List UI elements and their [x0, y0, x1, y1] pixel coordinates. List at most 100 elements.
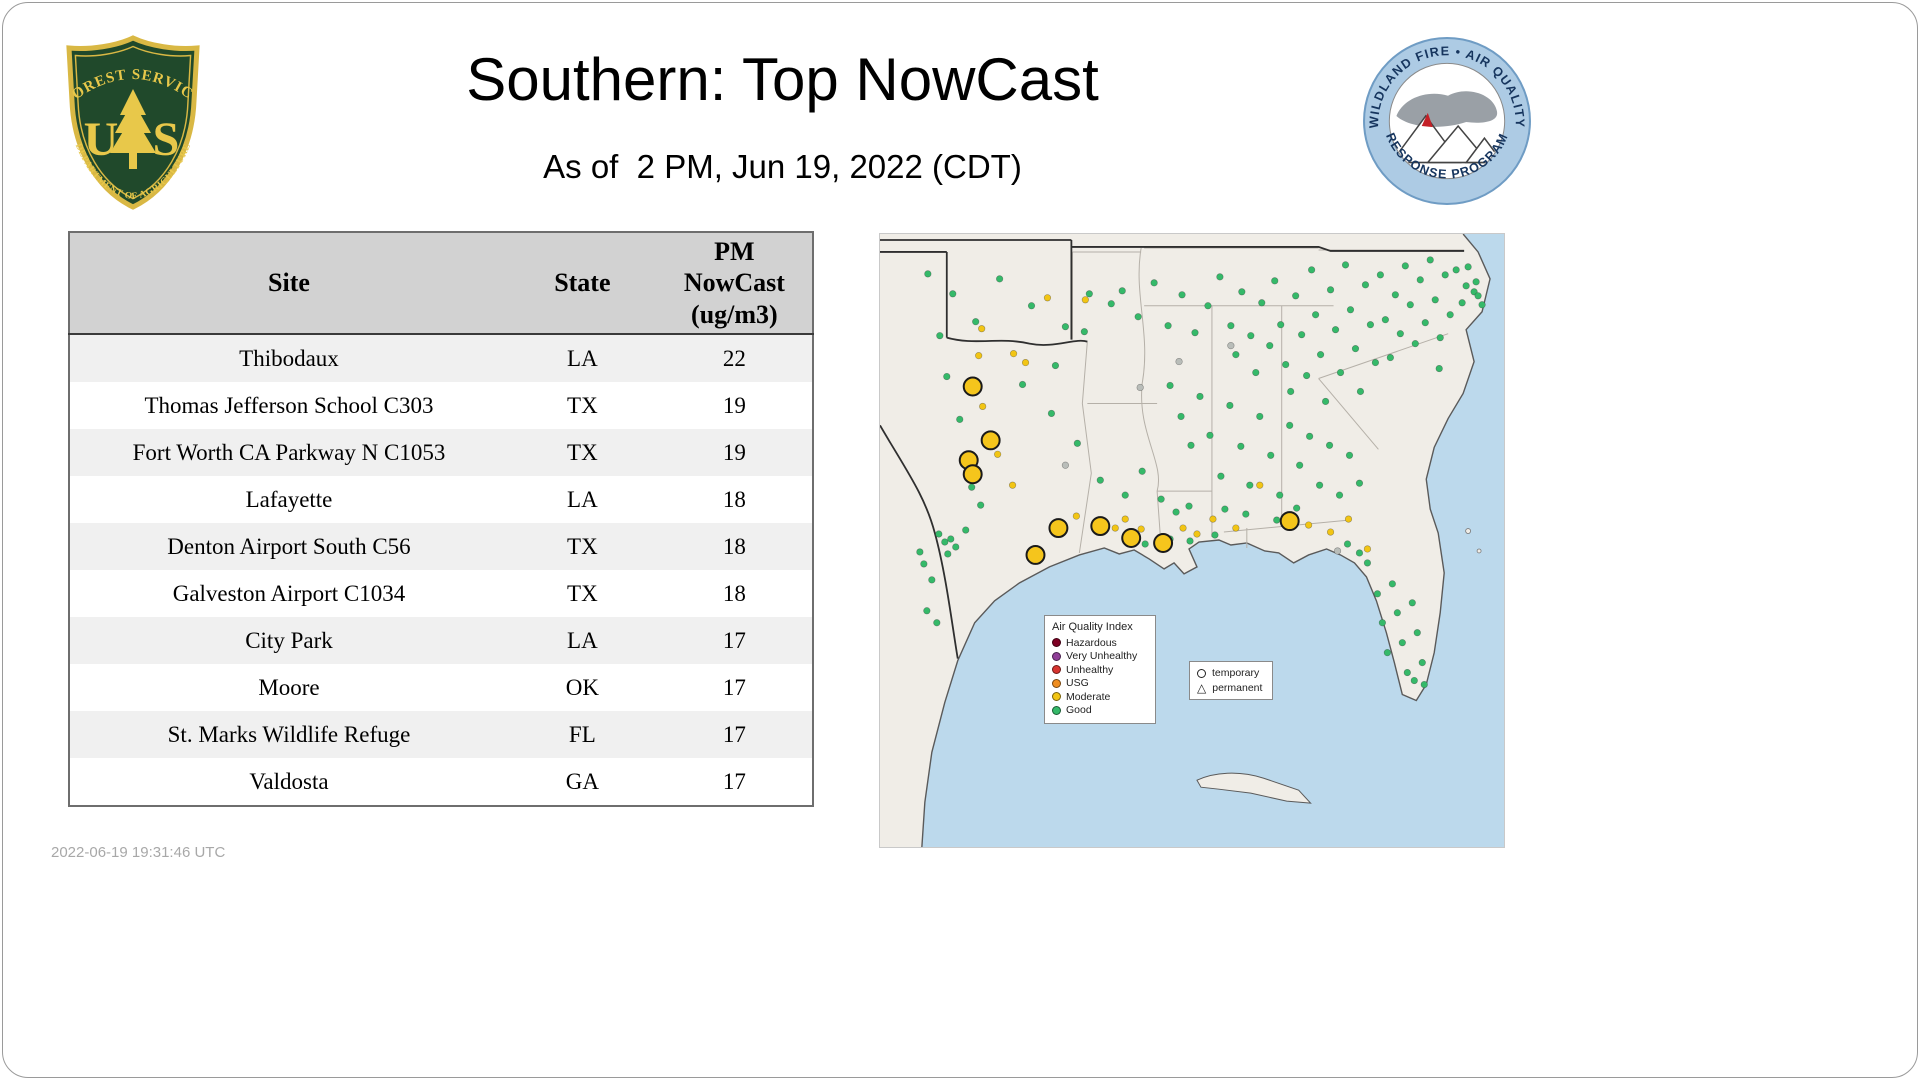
site-marker [1232, 351, 1240, 359]
state-cell: LA [567, 627, 598, 653]
state-cell: OK [565, 674, 599, 700]
legend-label: Moderate [1066, 690, 1111, 703]
site-marker [1271, 277, 1279, 285]
state-cell: LA [567, 486, 598, 512]
site-marker [935, 530, 943, 538]
table-row: Denton Airport South C56 TX 18 [69, 523, 813, 570]
site-marker [1441, 271, 1449, 279]
site-marker [1096, 476, 1104, 484]
legend-item: USG [1052, 677, 1148, 691]
marker-legend: temporary △ permanent [1189, 661, 1273, 700]
site-marker-large [1090, 516, 1111, 537]
site-marker [947, 535, 955, 543]
site-marker [1363, 559, 1372, 567]
page-title: Southern: Top NowCast [466, 46, 1099, 113]
site-marker [1247, 332, 1255, 340]
site-marker [1333, 547, 1342, 555]
site-marker [1252, 368, 1260, 377]
marker-legend-item: △ permanent [1197, 682, 1265, 694]
site-marker [1051, 361, 1060, 370]
site-marker [923, 607, 931, 615]
site-cell: Fort Worth CA Parkway N C1053 [132, 439, 446, 465]
site-marker [1403, 668, 1411, 677]
site-marker [1293, 504, 1301, 512]
site-marker [924, 270, 932, 278]
site-marker [1326, 528, 1335, 536]
site-marker [1346, 306, 1355, 314]
site-cell: Moore [258, 674, 320, 700]
state-cell: FL [568, 721, 596, 747]
site-marker [1478, 301, 1486, 309]
column-header: PM NowCast (ug/m3) [656, 232, 813, 335]
site-marker [1238, 288, 1246, 296]
site-marker [1426, 256, 1434, 264]
site-marker [1187, 441, 1195, 449]
site-marker [1355, 549, 1364, 557]
legend-color-dot [1052, 638, 1061, 648]
site-marker [1378, 619, 1386, 627]
site-marker [952, 543, 960, 551]
site-marker [1341, 261, 1350, 269]
as-of-subtitle: As of 2 PM, Jun 19, 2022 (CDT) [543, 148, 1022, 185]
site-marker [1177, 412, 1185, 420]
site-marker [1446, 311, 1454, 319]
site-marker [1164, 322, 1172, 330]
site-marker [1061, 323, 1069, 331]
marker-legend-label: temporary [1212, 667, 1260, 679]
site-marker [1356, 387, 1365, 396]
generated-timestamp: 2022-06-19 19:31:46 UTC [51, 844, 226, 861]
temporary-circle-icon [1197, 668, 1206, 678]
site-marker [944, 550, 952, 558]
site-marker [1237, 442, 1245, 450]
site-marker [962, 526, 970, 534]
site-marker [1134, 313, 1142, 321]
state-cell: GA [565, 768, 599, 794]
site-marker [1157, 495, 1165, 503]
site-marker [994, 450, 1002, 458]
site-marker [1371, 358, 1380, 367]
site-marker [1306, 432, 1314, 440]
legend-item: Hazardous [1052, 636, 1148, 650]
legend-color-dot [1052, 665, 1061, 675]
site-marker [1221, 505, 1229, 513]
site-marker-large [980, 430, 1001, 451]
usfs-letter-u: U [84, 113, 119, 166]
marker-legend-label: permanent [1212, 682, 1263, 694]
site-marker [1008, 481, 1017, 489]
legend-label: Hazardous [1066, 636, 1117, 649]
site-marker-large [1153, 533, 1174, 553]
legend-color-dot [1052, 705, 1061, 715]
site-marker [956, 415, 964, 423]
usfs-letter-s: S [153, 113, 180, 166]
site-marker [1464, 263, 1472, 271]
site-marker [1073, 439, 1081, 447]
site-marker [1413, 629, 1421, 637]
site-marker [1326, 286, 1335, 294]
table-row: Valdosta GA 17 [69, 758, 813, 806]
site-marker [1401, 262, 1409, 270]
smoke-cloud-icon [1396, 91, 1498, 127]
map-canvas [880, 234, 1504, 847]
site-marker [1381, 316, 1389, 324]
table-header: Site State PM NowCast (ug/m3) [69, 232, 813, 335]
site-marker [1209, 515, 1217, 523]
aqi-legend-title: Air Quality Index [1052, 621, 1133, 633]
site-marker [1344, 515, 1353, 523]
site-marker [979, 402, 987, 411]
small-island [1465, 528, 1472, 534]
site-marker [1172, 508, 1180, 516]
state-cell: TX [567, 580, 598, 606]
site-marker [1316, 351, 1325, 359]
site-marker [1391, 291, 1399, 299]
site-marker-large [1048, 518, 1069, 539]
site-cell: Lafayette [245, 486, 333, 512]
site-marker [1331, 326, 1340, 334]
site-marker [1336, 368, 1345, 377]
site-marker [1305, 521, 1313, 529]
site-marker [1227, 322, 1235, 330]
site-marker [1363, 545, 1372, 553]
site-marker [1121, 491, 1129, 499]
column-header: Site [69, 232, 508, 335]
cuba-island [1196, 772, 1312, 804]
site-markers-layer [916, 256, 1486, 689]
